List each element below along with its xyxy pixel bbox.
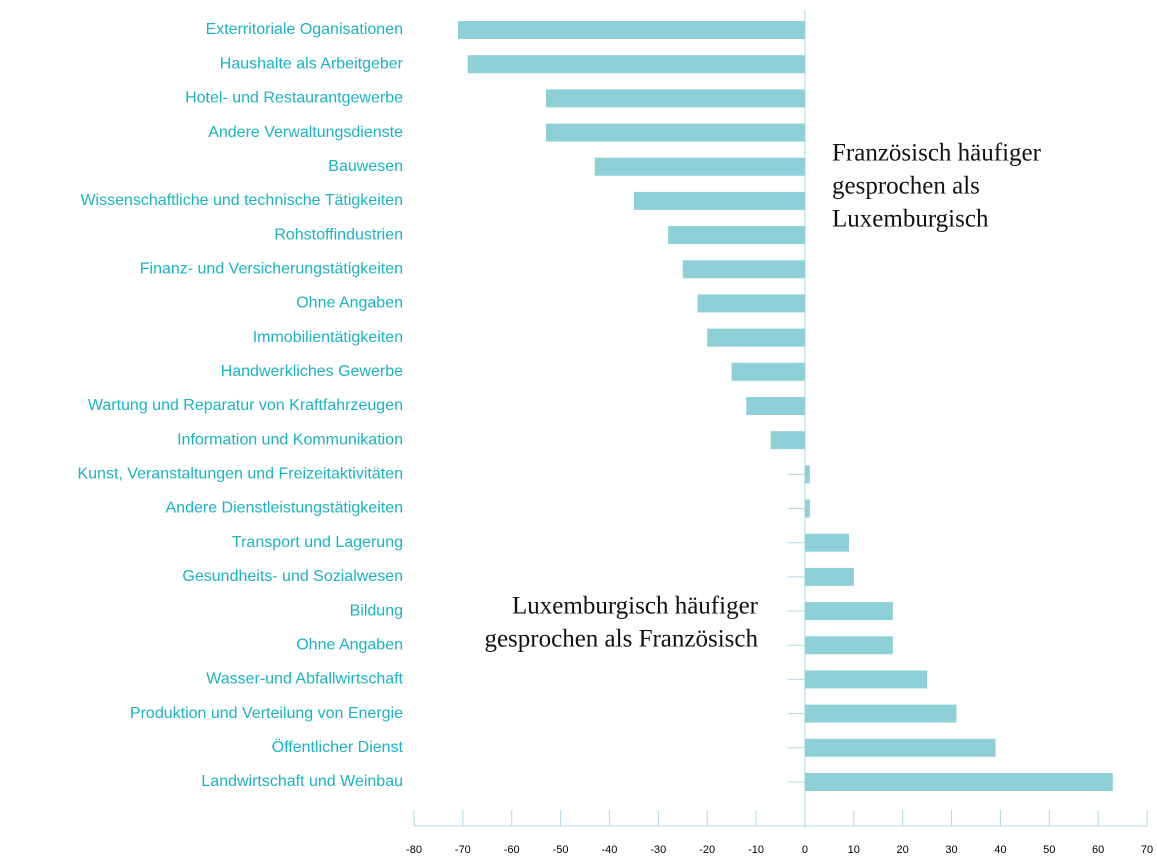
annotation: gesprochen als Französisch [484,626,758,653]
bar [668,226,805,245]
category-label: Andere Verwaltungsdienste [208,124,403,141]
category-label: Bauwesen [328,158,403,175]
category-label: Ohne Angaben [296,636,403,653]
annotation: Luxemburgisch [832,206,989,233]
x-tick-label: -50 [553,844,569,856]
bar [804,738,996,757]
bar [804,636,893,655]
bar [804,533,849,552]
x-tick-label: -70 [455,844,471,856]
category-label: Kunst, Veranstaltungen und Freizeitaktiv… [77,466,403,483]
x-tick-label: 20 [897,844,909,856]
x-tick-label: 60 [1092,844,1104,856]
x-tick-label: -10 [748,844,764,856]
category-label: Transport und Lagerung [232,534,403,551]
category-label: Gesundheits- und Sozialwesen [182,568,403,585]
x-tick-label: 10 [848,844,860,856]
bar [545,123,805,142]
x-tick-label: -60 [504,844,520,856]
category-label: Wissenschaftliche und technische Tätigke… [80,192,403,209]
annotation: Luxemburgisch häufiger [512,593,759,620]
annotation: Französisch häufiger [832,140,1042,167]
bar [804,499,810,518]
category-label: Handwerkliches Gewerbe [221,363,403,380]
bar [804,772,1113,791]
category-label: Finanz- und Versicherungstätigkeiten [140,260,403,277]
category-label: Wartung und Reparatur von Kraftfahrzeuge… [88,397,403,414]
bar [804,670,928,689]
category-label: Haushalte als Arbeitgeber [220,55,404,72]
bar [682,260,805,279]
x-tick-label: 0 [802,844,808,856]
bar [697,294,805,313]
x-tick-label: 70 [1141,844,1153,856]
category-label: Ohne Angaben [296,295,403,312]
x-tick-label: -30 [650,844,666,856]
category-label: Produktion und Verteilung von Energie [130,705,403,722]
category-label: Bildung [350,602,403,619]
bar [804,465,810,484]
bar [467,55,805,74]
category-label: Exterritoriale Oganisationen [206,21,403,38]
x-tick-label: 40 [994,844,1006,856]
bar [746,396,805,415]
category-label: Öffentlicher Dienst [272,738,404,756]
x-tick-label: -20 [699,844,715,856]
bar [707,328,805,347]
category-label: Immobilientätigkeiten [253,329,403,346]
bar [804,567,854,586]
category-label: Andere Dienstleistungstätigkeiten [166,500,403,517]
category-label: Rohstoffindustrien [274,226,403,243]
bar [804,602,893,621]
category-label: Hotel- und Restaurantgewerbe [185,90,403,107]
annotation: gesprochen als [832,173,980,200]
bar [545,89,805,108]
x-tick-label: 30 [945,844,957,856]
category-label: Landwirtschaft und Weinbau [201,773,403,790]
bar [731,362,805,381]
bar [804,704,957,723]
bar [633,191,805,210]
category-label: Wasser-und Abfallwirtschaft [206,671,403,688]
x-tick-label: -80 [406,844,422,856]
bar [594,157,805,176]
x-tick-label: -40 [602,844,618,856]
category-label: Information und Kommunikation [177,431,403,448]
x-tick-label: 50 [1043,844,1055,856]
bar [457,21,805,39]
bar [770,431,805,450]
